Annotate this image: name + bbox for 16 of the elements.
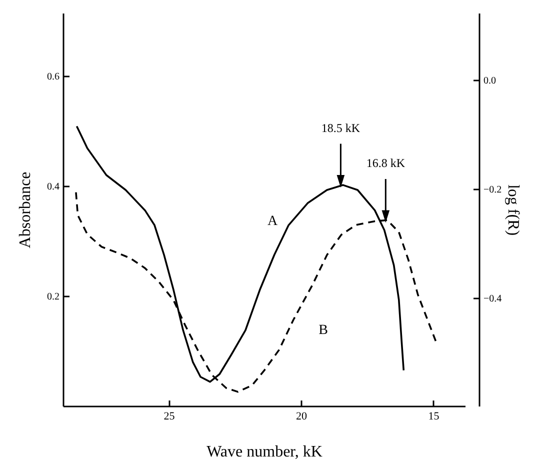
- y-tick-label: 0.2: [47, 292, 60, 303]
- x-tick-label: 20: [296, 410, 308, 422]
- annotation: 16.8 kK: [366, 156, 406, 170]
- annotation: 18.5 kK: [321, 121, 360, 136]
- x-tick-label: 25: [164, 410, 176, 422]
- x-tick-label: 15: [428, 410, 440, 422]
- y-tick-label: 0.6: [47, 72, 60, 83]
- series-label: A: [268, 214, 279, 230]
- y-axis-title: Absorbance: [17, 172, 34, 248]
- y2-tick-label: −0.4: [484, 294, 502, 305]
- y2-tick-label: −0.2: [484, 184, 502, 196]
- series-label: B: [318, 322, 328, 338]
- y-tick-label: 0.4: [47, 182, 60, 193]
- y2-tick-label: 0.0: [484, 76, 496, 87]
- y2-axis-title: log f(R): [504, 184, 522, 236]
- x-axis-title: Wave number, kK: [206, 444, 323, 460]
